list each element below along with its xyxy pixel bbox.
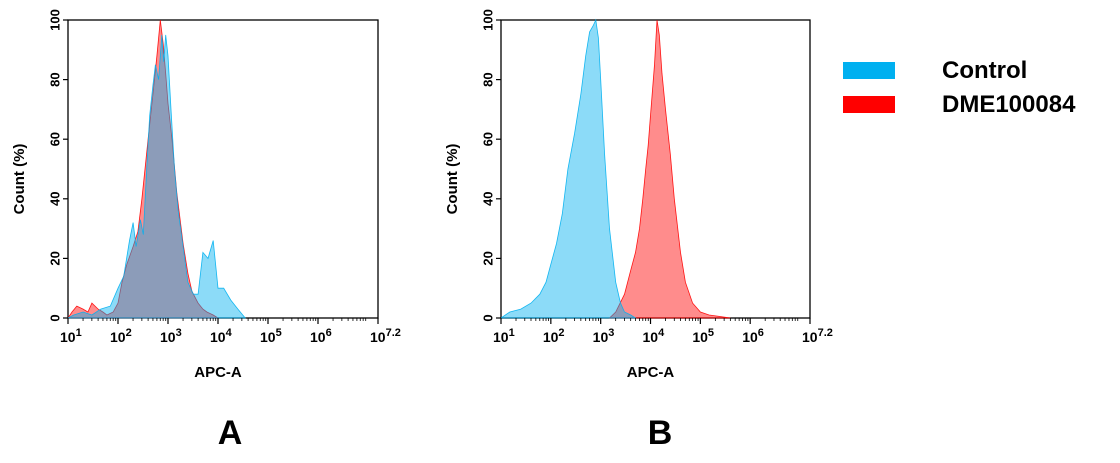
y-tick-label: 20: [47, 251, 62, 265]
x-tick-label: 101: [60, 327, 82, 345]
y-tick-label: 0: [480, 314, 495, 321]
histogram-panel-a: 0 20 40 60 80 100 101 102 103 104 105 106 107.2 APC-A…: [11, 9, 401, 381]
y-tick-label: 40: [47, 192, 62, 206]
x-tick-label: 106: [310, 327, 332, 345]
y-tick-label: 40: [480, 192, 495, 206]
x-tick-label: 103: [593, 327, 615, 345]
plot-frame: [67, 19, 379, 319]
series-area-control: [499, 18, 637, 319]
x-tick-label: 106: [742, 327, 764, 345]
series-area-dme100084: [67, 19, 220, 319]
x-tick-label: 104: [210, 327, 233, 345]
y-tick-label: 100: [47, 9, 62, 31]
x-tick-label: 107.2: [370, 327, 401, 345]
y-axis-label: Count (%): [11, 144, 28, 215]
x-tick-label: 107.2: [802, 327, 833, 345]
legend-swatch-control: [843, 62, 895, 79]
legend-swatch-dme100084: [843, 96, 895, 113]
series-area-dme100084: [608, 19, 731, 319]
y-tick-label: 60: [480, 132, 495, 146]
x-tick-label: 101: [493, 327, 515, 345]
x-axis-label: APC-A: [194, 364, 242, 381]
x-tick-label: 104: [643, 327, 666, 345]
x-tick-label: 103: [160, 327, 182, 345]
panel-label-b: B: [648, 414, 673, 452]
y-tick-label: 0: [47, 314, 62, 321]
histogram-panel-b: 0 20 40 60 80 100 101 102 103 104 105 106 107.2 APC-A…: [444, 9, 833, 381]
y-axis-label: Count (%): [444, 144, 461, 215]
x-tick-label: 102: [110, 327, 132, 345]
x-tick-label: 102: [543, 327, 565, 345]
y-tick-label: 80: [47, 72, 62, 86]
y-tick-label: 100: [480, 9, 495, 31]
panel-label-a: A: [218, 414, 243, 452]
series-area-control: [67, 34, 247, 319]
legend: Control DME100084: [843, 57, 1076, 118]
y-tick-label: 60: [47, 132, 62, 146]
x-tick-label: 105: [692, 327, 714, 345]
y-tick-label: 80: [480, 72, 495, 86]
legend-label-control: Control: [942, 57, 1027, 84]
x-axis-label: APC-A: [627, 364, 675, 381]
x-tick-label: 105: [260, 327, 282, 345]
legend-label-dme100084: DME100084: [942, 91, 1076, 118]
y-tick-label: 20: [480, 251, 495, 265]
